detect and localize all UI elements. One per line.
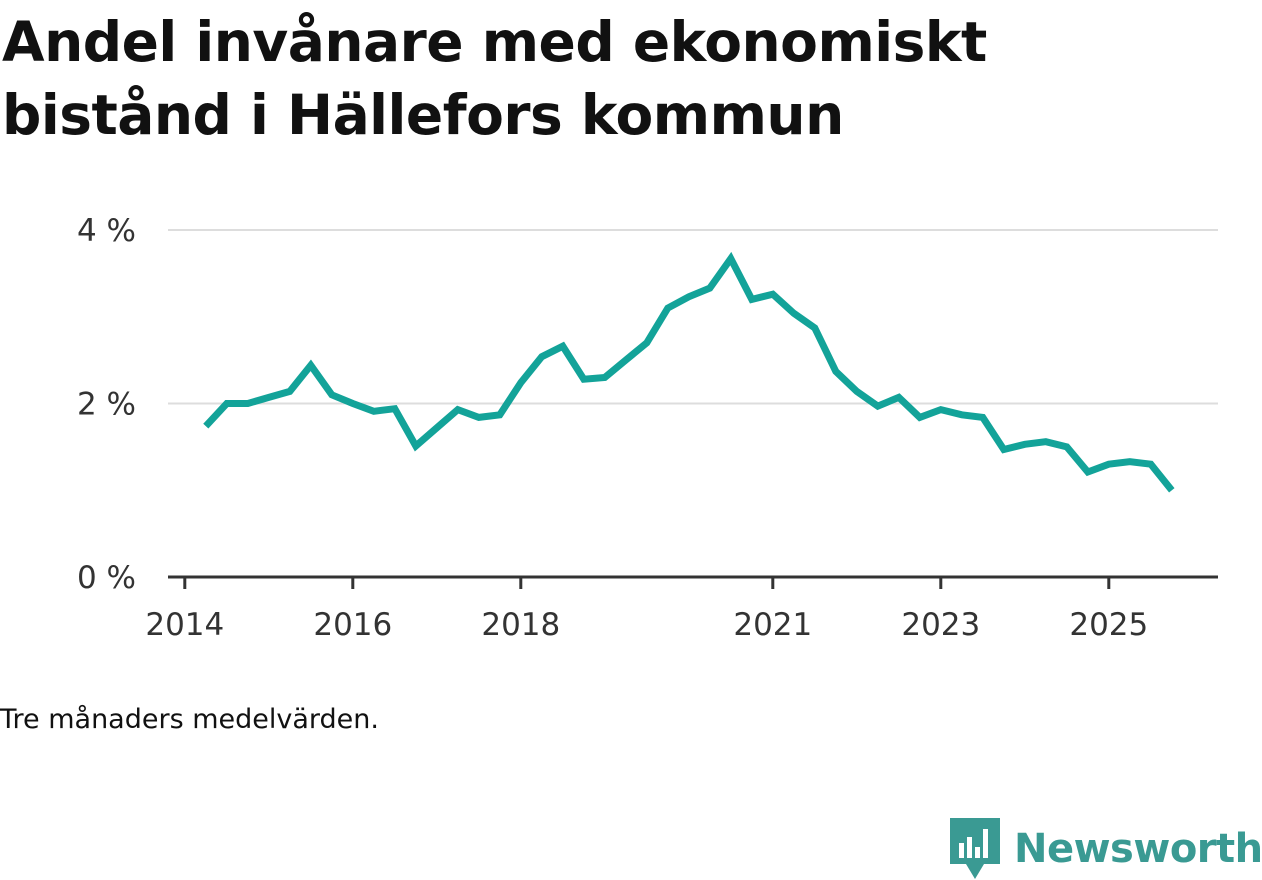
data-point (643, 339, 650, 346)
data-point (1000, 446, 1007, 453)
data-point (853, 388, 860, 395)
brand-logo-group: Newsworthy (950, 818, 1262, 880)
data-point (601, 374, 608, 381)
data-point (307, 362, 314, 369)
data-point (1105, 461, 1112, 468)
data-point (202, 423, 209, 430)
data-point (328, 391, 335, 398)
data-point (1063, 443, 1070, 450)
data-point (1126, 458, 1133, 465)
data-point (496, 411, 503, 418)
data-point (412, 443, 419, 450)
data-point (370, 408, 377, 415)
data-point (727, 255, 734, 262)
data-point (916, 414, 923, 421)
data-point (475, 414, 482, 421)
data-point (937, 406, 944, 413)
data-point (517, 379, 524, 386)
data-point (349, 400, 356, 407)
data-point (811, 325, 818, 332)
data-point (1168, 487, 1175, 494)
data-point (790, 310, 797, 317)
data-point (244, 400, 251, 407)
data-point (874, 403, 881, 410)
x-axis: 2014 2016 2018 2021 2023 2025 (145, 575, 1218, 643)
x-tick-label: 2016 (313, 607, 392, 643)
data-point (223, 400, 230, 407)
data-point (706, 285, 713, 292)
data-point (832, 368, 839, 375)
data-point (895, 394, 902, 401)
data-point (391, 405, 398, 412)
x-tick-label: 2018 (481, 607, 560, 643)
data-point (580, 376, 587, 383)
data-point (559, 343, 566, 350)
data-point (958, 411, 965, 418)
data-point (433, 424, 440, 431)
x-tick-label: 2025 (1069, 607, 1148, 643)
y-tick-label: 0 % (77, 560, 136, 596)
line-chart: 0 % 2 % 4 % 2014 2016 2018 2021 2023 2025 (77, 213, 1218, 643)
x-tick-label: 2014 (145, 607, 224, 643)
data-point (1021, 441, 1028, 448)
y-tick-label: 4 % (77, 213, 136, 249)
data-point (1147, 461, 1154, 468)
data-point (454, 406, 461, 413)
data-point (769, 291, 776, 298)
x-tick-label: 2023 (901, 607, 980, 643)
y-tick-label: 2 % (77, 387, 136, 423)
data-point (979, 414, 986, 421)
data-point (265, 394, 272, 401)
data-point (1084, 469, 1091, 476)
data-point (748, 296, 755, 303)
data-point (286, 388, 293, 395)
data-point (664, 305, 671, 312)
series-layer (202, 251, 1175, 494)
data-point (685, 293, 692, 300)
y-axis-tick-labels: 0 % 2 % 4 % (77, 213, 136, 596)
data-point (538, 353, 545, 360)
series-line-0 (203, 251, 1175, 493)
chart-title: Andel invånare med ekonomiskt bistånd i … (2, 10, 987, 147)
x-tick-label: 2021 (733, 607, 812, 643)
grid-lines (168, 229, 1218, 405)
data-point (1042, 438, 1049, 445)
data-point (622, 357, 629, 364)
footnote: Tre månaders medelvärden. (0, 704, 379, 735)
chart-bubble-icon (950, 818, 1000, 879)
brand-name: Newsworthy (1014, 826, 1262, 872)
